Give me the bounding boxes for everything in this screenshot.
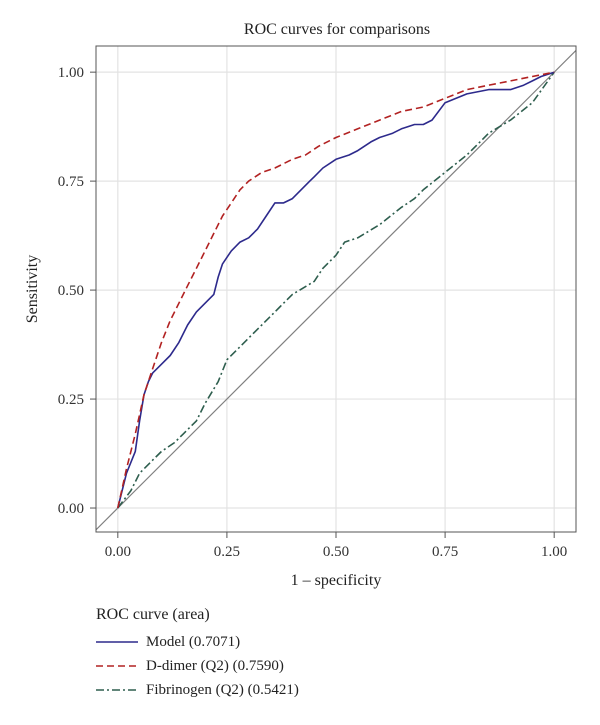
x-tick-label-4: 1.00 xyxy=(541,544,567,560)
legend-swatch-fibrinogen xyxy=(96,689,138,691)
legend-item-model: Model (0.7071) xyxy=(96,630,576,654)
series-line-2 xyxy=(117,71,555,509)
y-tick-label-3: 0.75 xyxy=(58,174,84,190)
y-tick-label-1: 0.25 xyxy=(58,392,84,408)
legend-item-fibrinogen: Fibrinogen (Q2) (0.5421) xyxy=(96,678,576,702)
legend-item-d-dimer: D-dimer (Q2) (0.7590) xyxy=(96,654,576,678)
x-tick-label-1: 0.25 xyxy=(214,544,240,560)
legend-label-fibrinogen: Fibrinogen (Q2) (0.5421) xyxy=(146,681,299,698)
x-tick-label-3: 0.75 xyxy=(432,544,458,560)
y-axis-label: Sensitivity xyxy=(24,255,41,323)
chart-title: ROC curves for comparisons xyxy=(244,21,430,38)
x-axis-label: 1 – specificity xyxy=(291,572,382,589)
x-axis-ticks: 0.00 0.25 0.50 0.75 1.00 xyxy=(105,532,567,560)
y-tick-label-0: 0.00 xyxy=(58,501,84,517)
series-line-1 xyxy=(117,71,555,509)
legend-title: ROC curve (area) xyxy=(96,606,210,623)
legend-swatch-model xyxy=(96,641,138,643)
y-tick-label-2: 0.50 xyxy=(58,283,84,299)
x-tick-label-2: 0.50 xyxy=(323,544,349,560)
legend-label-model: Model (0.7071) xyxy=(146,633,241,650)
y-tick-label-4: 1.00 xyxy=(58,65,84,81)
y-axis-ticks: 0.00 0.25 0.50 0.75 1.00 xyxy=(58,65,96,517)
series-line-0 xyxy=(117,71,555,509)
legend-swatch-d-dimer xyxy=(96,665,138,667)
series-layer xyxy=(96,49,576,531)
legend-label-d-dimer: D-dimer (Q2) (0.7590) xyxy=(146,657,284,674)
grid xyxy=(96,46,576,532)
x-tick-label-0: 0.00 xyxy=(105,544,131,560)
reference-diagonal-line xyxy=(96,49,576,531)
roc-chart: ROC curves for comparisons 0.00 0.25 0.50 0… xyxy=(24,21,577,589)
legend: ROC curve (area) Model (0.7071) D-dimer … xyxy=(96,606,576,702)
